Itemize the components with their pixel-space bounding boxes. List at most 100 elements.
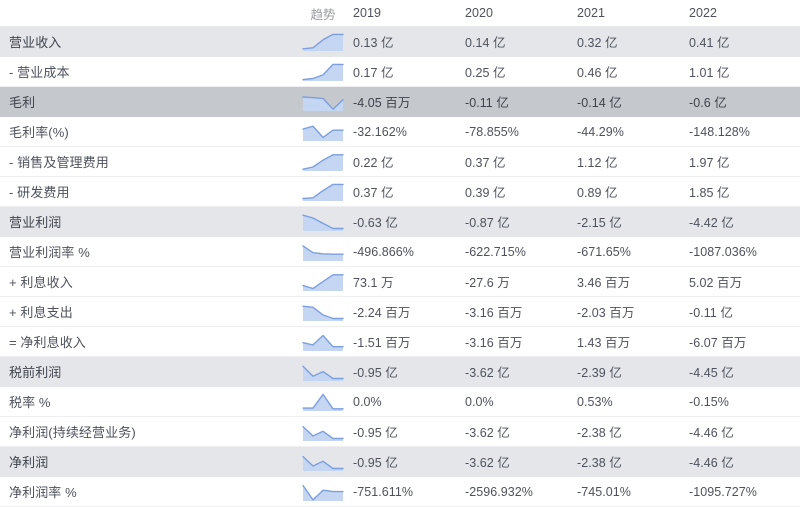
value-cell-2021: 0.89 亿	[574, 182, 686, 202]
value-cell-2021: -671.65%	[574, 243, 686, 261]
value-text: -671.65%	[577, 244, 631, 259]
table-row[interactable]: - 销售及管理费用 0.22 亿 0.37 亿 1.12 亿 1.97 亿	[0, 147, 800, 177]
value-text: 1.85 亿	[689, 185, 730, 200]
trend-sparkline-chart[interactable]	[296, 241, 350, 263]
value-cell-2022: -148.128%	[686, 123, 750, 141]
table-row[interactable]: = 净利息收入 -1.51 百万 -3.16 百万 1.43 百万 -6.07 百万	[0, 327, 800, 357]
table-row[interactable]: - 研发费用 0.37 亿 0.39 亿 0.89 亿 1.85 亿	[0, 177, 800, 207]
table-header-row: 趋势 2019 2020 2021 2022	[0, 0, 800, 27]
value-text: 0.17 亿	[353, 65, 394, 80]
value-cell-2019: 0.22 亿	[350, 152, 462, 172]
value-text: -2.03 百万	[577, 305, 635, 320]
row-label-cell: 营业利润	[0, 212, 296, 232]
table-row[interactable]: 毛利 -4.05 百万 -0.11 亿 -0.14 亿 -0.6 亿	[0, 87, 800, 117]
value-text: -751.611%	[353, 484, 413, 499]
trend-sparkline-chart[interactable]	[296, 121, 350, 143]
value-cell-2020: -2596.932%	[462, 483, 574, 501]
table-row[interactable]: 营业利润率 % -496.866% -622.715% -671.65% -1087.0…	[0, 237, 800, 267]
value-text: -2596.932%	[465, 484, 533, 499]
value-text: 0.22 亿	[353, 155, 394, 170]
value-text: -496.866%	[353, 244, 414, 259]
header-year-text: 2022	[689, 6, 718, 20]
value-cell-2019: 73.1 万	[350, 272, 462, 292]
value-text: -3.62 亿	[465, 425, 510, 440]
value-text: 0.14 亿	[465, 35, 506, 50]
header-trend-column[interactable]: 趋势	[296, 4, 350, 23]
table-row[interactable]: + 利息支出 -2.24 百万 -3.16 百万 -2.03 百万 -0.11 亿	[0, 297, 800, 327]
trend-sparkline-chart[interactable]	[296, 421, 350, 443]
header-year-text: 2020	[465, 6, 494, 20]
value-cell-2020: 0.25 亿	[462, 62, 574, 82]
table-row[interactable]: 毛利率(%) -32.162% -78.855% -44.29% -148.128%	[0, 117, 800, 147]
trend-sparkline-chart[interactable]	[296, 181, 350, 203]
trend-sparkline-chart[interactable]	[296, 391, 350, 413]
trend-sparkline-chart[interactable]	[296, 331, 350, 353]
row-label-cell: - 销售及管理费用	[0, 152, 296, 172]
value-text: -6.07 百万	[689, 335, 747, 350]
value-cell-2022: -4.42 亿	[686, 212, 734, 232]
value-cell-2019: 0.13 亿	[350, 32, 462, 52]
row-label-cell: + 利息收入	[0, 272, 296, 292]
trend-sparkline-chart[interactable]	[296, 451, 350, 473]
value-text: 0.37 亿	[353, 185, 394, 200]
trend-sparkline-chart[interactable]	[296, 271, 350, 293]
value-text: -0.11 亿	[689, 305, 733, 320]
table-row[interactable]: - 营业成本 0.17 亿 0.25 亿 0.46 亿 1.01 亿	[0, 57, 800, 87]
value-cell-2022: -0.6 亿	[686, 92, 727, 112]
row-label-cell: 毛利	[0, 92, 296, 112]
header-year-2019[interactable]: 2019	[350, 6, 462, 20]
row-label-text: 营业利润	[9, 214, 62, 230]
row-label-cell: 营业利润率 %	[0, 242, 296, 262]
value-cell-2022: 1.85 亿	[686, 182, 730, 202]
value-text: -3.62 亿	[465, 455, 510, 470]
value-cell-2022: 0.41 亿	[686, 32, 730, 52]
value-text: 0.0%	[353, 394, 382, 409]
trend-sparkline-chart[interactable]	[296, 61, 350, 83]
row-label-cell: 净利润率 %	[0, 482, 296, 502]
trend-sparkline-chart[interactable]	[296, 211, 350, 233]
trend-sparkline-chart[interactable]	[296, 151, 350, 173]
row-label-text: = 净利息收入	[9, 334, 86, 350]
value-text: 0.46 亿	[577, 65, 618, 80]
table-row[interactable]: 税率 % 0.0% 0.0% 0.53% -0.15%	[0, 387, 800, 417]
value-cell-2019: 0.0%	[350, 393, 462, 411]
trend-sparkline-chart[interactable]	[296, 361, 350, 383]
row-label-text: 税率 %	[9, 394, 51, 410]
table-row[interactable]: 净利润率 % -751.611% -2596.932% -745.01% -1095.7…	[0, 477, 800, 507]
value-text: -2.15 亿	[577, 215, 622, 230]
trend-sparkline-chart[interactable]	[296, 91, 350, 113]
value-text: 0.0%	[465, 394, 494, 409]
value-cell-2020: -3.62 亿	[462, 452, 574, 472]
value-cell-2020: -3.62 亿	[462, 422, 574, 442]
value-text: -4.46 亿	[689, 455, 734, 470]
value-cell-2021: -2.15 亿	[574, 212, 686, 232]
table-row[interactable]: 营业收入 0.13 亿 0.14 亿 0.32 亿 0.41 亿	[0, 27, 800, 57]
value-text: 73.1 万	[353, 275, 394, 290]
value-cell-2022: -1087.036%	[686, 243, 757, 261]
table-row[interactable]: 营业利润 -0.63 亿 -0.87 亿 -2.15 亿 -4.42 亿	[0, 207, 800, 237]
trend-sparkline-chart[interactable]	[296, 301, 350, 323]
value-cell-2021: 1.12 亿	[574, 152, 686, 172]
trend-sparkline-chart[interactable]	[296, 481, 350, 503]
value-text: -148.128%	[689, 124, 750, 139]
value-text: -622.715%	[465, 244, 526, 259]
value-text: -78.855%	[465, 124, 519, 139]
value-cell-2020: -78.855%	[462, 123, 574, 141]
header-year-2020[interactable]: 2020	[462, 6, 574, 20]
value-cell-2021: -2.38 亿	[574, 422, 686, 442]
value-cell-2020: 0.0%	[462, 393, 574, 411]
header-year-2021[interactable]: 2021	[574, 6, 686, 20]
value-text: 1.01 亿	[689, 65, 730, 80]
table-row[interactable]: + 利息收入 73.1 万 -27.6 万 3.46 百万 5.02 百万	[0, 267, 800, 297]
header-year-2022[interactable]: 2022	[686, 6, 717, 20]
table-row[interactable]: 净利润(持续经营业务) -0.95 亿 -3.62 亿 -2.38 亿 -4.46 亿	[0, 417, 800, 447]
value-text: -1087.036%	[689, 244, 757, 259]
value-cell-2021: 3.46 百万	[574, 272, 686, 292]
trend-sparkline-chart[interactable]	[296, 31, 350, 53]
value-text: 1.43 百万	[577, 335, 631, 350]
value-cell-2022: -0.11 亿	[686, 302, 733, 322]
table-row[interactable]: 净利润 -0.95 亿 -3.62 亿 -2.38 亿 -4.46 亿	[0, 447, 800, 477]
row-label-text: + 利息支出	[9, 304, 73, 320]
table-row[interactable]: 税前利润 -0.95 亿 -3.62 亿 -2.39 亿 -4.45 亿	[0, 357, 800, 387]
value-cell-2019: -0.95 亿	[350, 362, 462, 382]
